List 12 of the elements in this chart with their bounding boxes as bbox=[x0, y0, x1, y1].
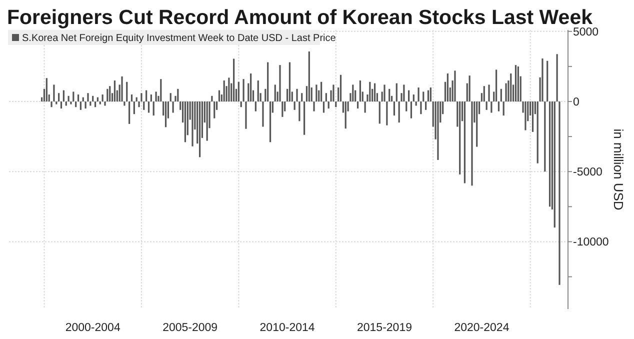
y-tick-label: -10000 bbox=[573, 236, 609, 249]
x-tick-label: 2015-2019 bbox=[357, 322, 412, 334]
y-tick-label: 5000 bbox=[573, 26, 599, 38]
y-tick-label: 0 bbox=[573, 96, 580, 109]
y-tick-label: -5000 bbox=[573, 166, 602, 179]
x-tick-label: 2020-2024 bbox=[454, 322, 510, 334]
legend-label: S.Korea Net Foreign Equity Investment Week to Date USD - Last Price bbox=[22, 33, 336, 44]
x-tick-label: 2005-2009 bbox=[162, 322, 218, 334]
x-tick-label: 2010-2014 bbox=[260, 322, 316, 334]
x-tick-label: 2000-2004 bbox=[65, 322, 121, 334]
chart-title: Foreigners Cut Record Amount of Korean Stocks Last Week bbox=[7, 6, 594, 29]
y-axis-title: in million USD bbox=[611, 128, 626, 210]
